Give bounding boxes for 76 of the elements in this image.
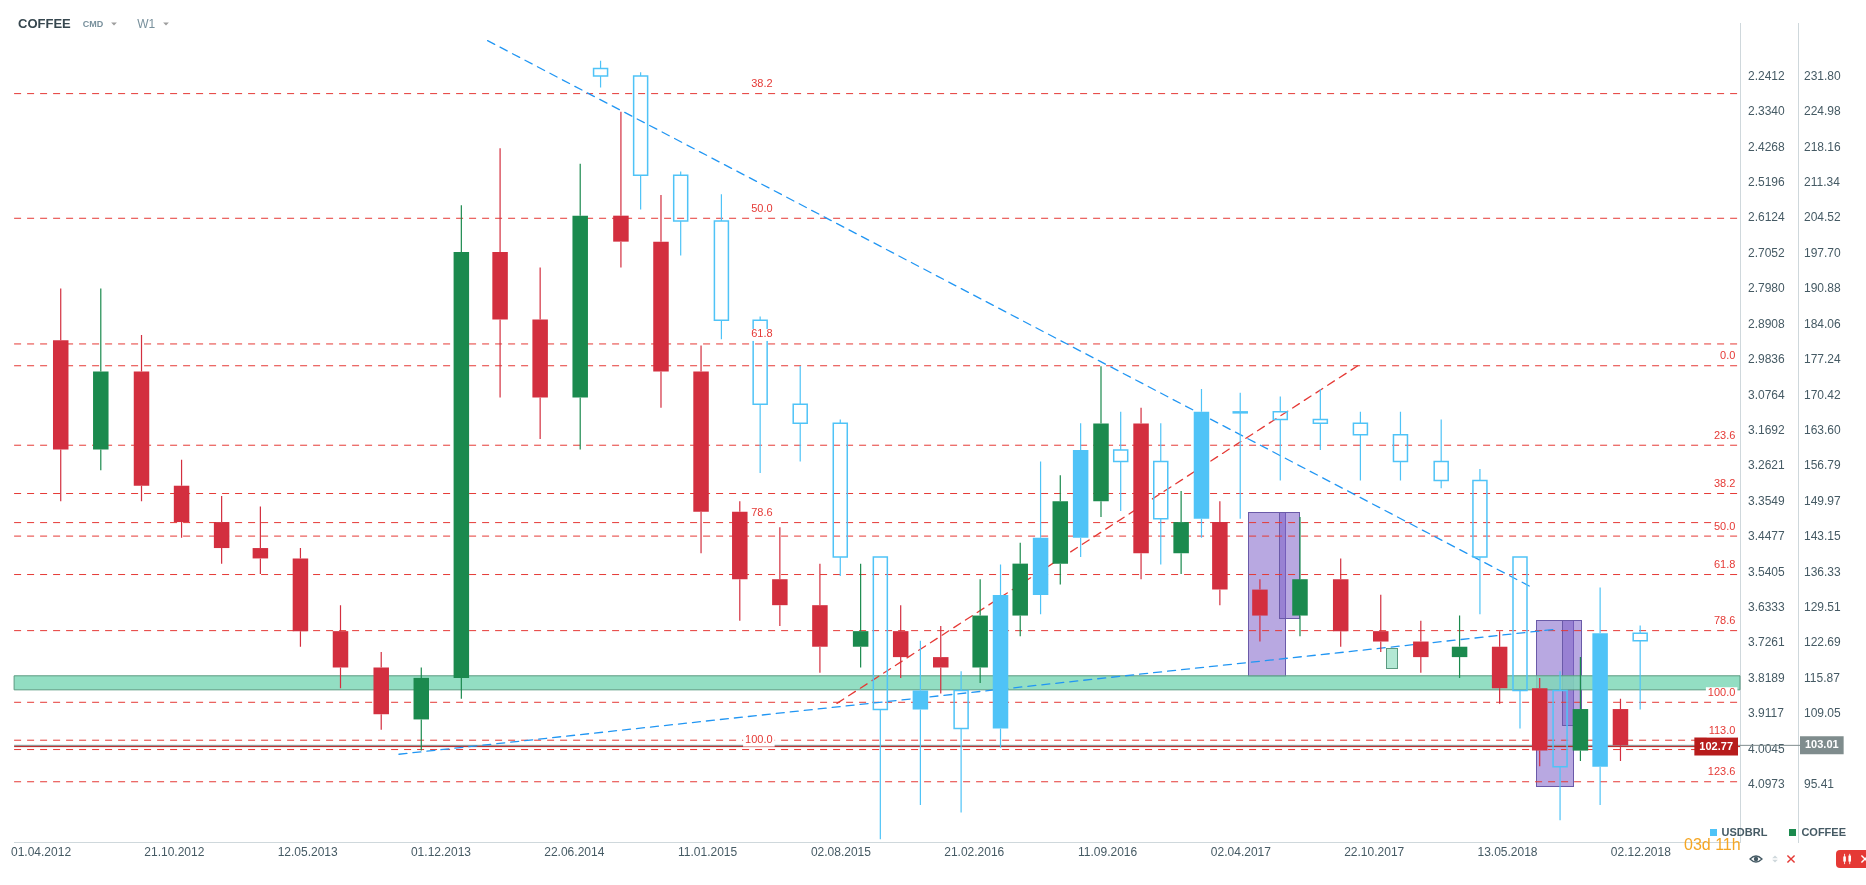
y2-tick-label: 2.6124: [1748, 210, 1786, 225]
annotation: 50.0: [1713, 519, 1736, 532]
y-tick-label: 197.70: [1804, 245, 1842, 260]
x-tick-label: 11.01.2015: [678, 844, 738, 859]
ref-line-label: 103.01: [1805, 738, 1839, 751]
annotation: 78.6: [1713, 614, 1736, 627]
y2-tick-label: 3.6333: [1748, 600, 1786, 615]
y2-tick-label: 3.5405: [1748, 564, 1786, 579]
annotation: 100.0: [745, 733, 773, 746]
y2-tick-label: 2.3340: [1748, 104, 1786, 119]
annotation: 38.2: [1713, 477, 1736, 490]
annotation: 61.8: [1713, 558, 1736, 571]
annotation: 78.6: [751, 506, 773, 519]
y-tick-label: 143.15: [1804, 529, 1842, 544]
x-tick-label: 12.05.2013: [277, 844, 339, 859]
y-tick-label: 211.34: [1804, 175, 1841, 190]
y2-tick-label: 3.0764: [1748, 387, 1786, 402]
y-tick-label: 184.06: [1804, 316, 1842, 331]
legend-label: USDBRL: [1721, 826, 1768, 838]
x-tick-label: 02.08.2015: [810, 844, 872, 859]
y2-tick-label: 2.9836: [1748, 352, 1786, 367]
x-tick-label: 22.10.2017: [1344, 844, 1405, 859]
x-tick-label: 11.09.2016: [1077, 844, 1138, 859]
chart-title: COFFEE: [18, 16, 71, 31]
ref-line-label: 102.77: [1699, 739, 1734, 752]
annotation: W1: [137, 16, 156, 31]
y2-tick-label: 2.5196: [1748, 175, 1786, 190]
y2-tick-label: 2.8908: [1748, 316, 1786, 331]
annotation: 123.6: [1707, 765, 1736, 778]
y-tick-label: 224.98: [1804, 104, 1842, 119]
annotation: 0.0: [1720, 349, 1736, 362]
y2-tick-label: 2.2412: [1748, 68, 1786, 83]
annotation: 23.6: [1713, 428, 1736, 441]
y2-tick-label: 2.7052: [1748, 245, 1786, 260]
y2-tick-label: 2.4268: [1748, 139, 1786, 154]
x-tick-label: 22.06.2014: [544, 844, 605, 859]
y2-tick-label: 3.9117: [1748, 706, 1785, 721]
y-tick-label: 95.41: [1804, 777, 1835, 792]
y-tick-label: 177.24: [1804, 352, 1842, 367]
x-tick-label: 02.12.2018: [1610, 844, 1672, 859]
legend-label: COFFEE: [1801, 826, 1846, 838]
y2-tick-label: 3.3549: [1748, 493, 1786, 508]
y-tick-label: 122.69: [1804, 635, 1842, 650]
y2-tick-label: 3.4477: [1748, 529, 1786, 544]
x-tick-label: 21.10.2012: [144, 844, 205, 859]
y2-tick-label: 4.0045: [1748, 741, 1786, 756]
x-tick-label: 21.02.2016: [944, 844, 1005, 859]
y2-tick-label: 3.1692: [1748, 422, 1786, 437]
y-tick-label: 231.80: [1804, 68, 1842, 83]
y-tick-label: 218.16: [1804, 139, 1842, 154]
y2-tick-label: 3.8189: [1748, 670, 1786, 685]
y-tick-label: 190.88: [1804, 281, 1842, 296]
annotation: 38.2: [751, 77, 773, 90]
y-tick-label: 115.87: [1804, 670, 1841, 685]
y2-tick-label: 4.0973: [1748, 777, 1786, 792]
annotation: 50.0: [751, 201, 773, 214]
x-tick-label: 01.12.2013: [410, 844, 472, 859]
y-tick-label: 149.97: [1804, 493, 1842, 508]
y2-tick-label: 2.7980: [1748, 281, 1786, 296]
x-tick-label: 13.05.2018: [1477, 844, 1538, 859]
y-tick-label: 204.52: [1804, 210, 1842, 225]
y-tick-label: 136.33: [1804, 564, 1842, 579]
x-tick-label: 01.04.2012: [11, 844, 72, 859]
y-tick-label: 109.05: [1804, 706, 1842, 721]
annotation: 113.0: [1708, 723, 1736, 736]
y2-tick-label: 3.2621: [1748, 458, 1786, 473]
y-tick-label: 163.60: [1804, 422, 1842, 437]
y-tick-label: 156.79: [1804, 458, 1842, 473]
y-tick-label: 170.42: [1804, 387, 1842, 402]
y-tick-label: 129.51: [1804, 600, 1842, 615]
x-tick-label: 02.04.2017: [1210, 844, 1272, 859]
annotation: 03d 11h: [1684, 836, 1741, 854]
annotation: 100.0: [1707, 685, 1736, 698]
annotation: 61.8: [751, 327, 773, 340]
annotation: CMD: [82, 18, 104, 29]
y2-tick-label: 3.7261: [1748, 635, 1786, 650]
